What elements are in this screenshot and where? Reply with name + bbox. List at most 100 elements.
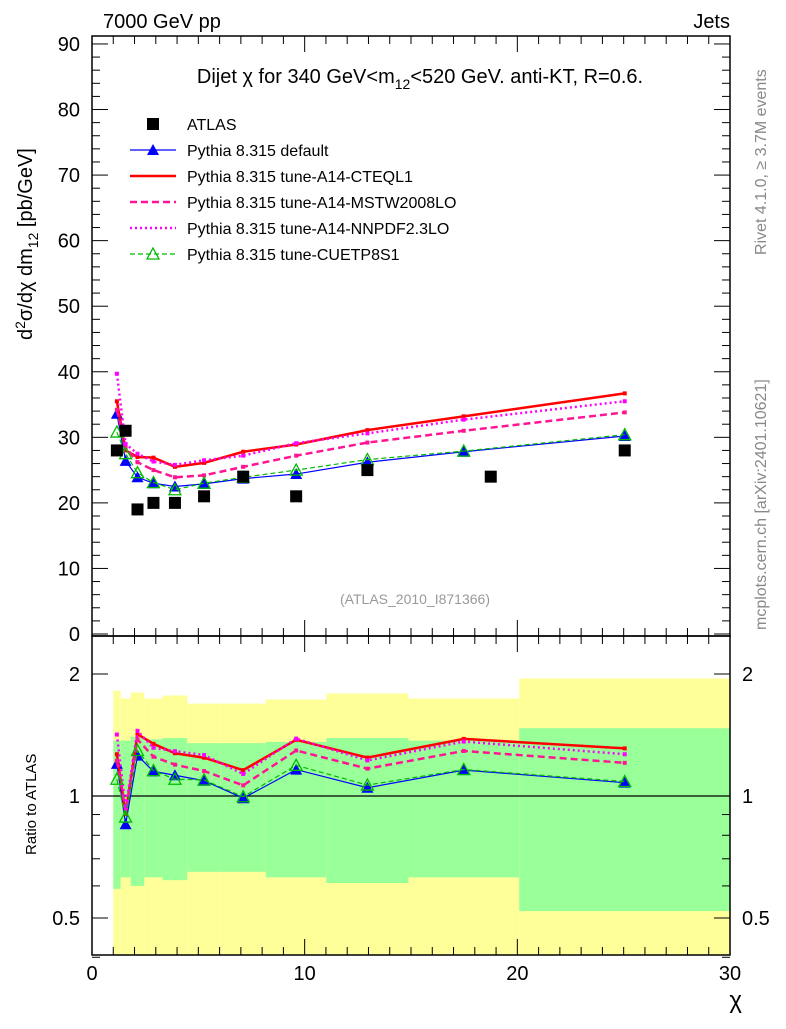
point-cteql1 xyxy=(114,399,119,404)
legend-label: Pythia 8.315 default xyxy=(187,143,329,160)
ratio-point-default xyxy=(290,763,303,775)
legend-item-atlas: ATLAS xyxy=(147,117,237,134)
ratio-point-cuetp xyxy=(617,774,632,788)
point-cteql1 xyxy=(135,454,140,459)
point-nnpdf xyxy=(135,451,140,456)
ratio-point-mstw xyxy=(202,769,207,774)
ratio-point-mstw xyxy=(294,748,299,753)
line-cuetp xyxy=(116,431,625,491)
legend: ATLAS Pythia 8.315 default Pythia 8.315 tu… xyxy=(130,117,456,264)
series-nnpdf xyxy=(114,371,627,467)
line-nnpdf xyxy=(115,373,625,467)
ratio-point-mstw xyxy=(151,754,156,759)
ratio-series-nnpdf xyxy=(114,728,627,810)
ratio-point-default xyxy=(618,776,631,788)
legend-label: Pythia 8.315 tune-A14-NNPDF2.3LO xyxy=(187,221,449,238)
point-nnpdf xyxy=(202,458,207,463)
series-cteql1 xyxy=(114,391,627,469)
legend-label: Pythia 8.315 tune-A14-MSTW2008LO xyxy=(187,195,456,212)
ratio-point-cteql1 xyxy=(461,736,466,741)
band-stat xyxy=(265,741,327,878)
ratio-point-nnpdf xyxy=(241,771,246,776)
x-tick-label: 20 xyxy=(506,963,528,985)
legend-item-default: Pythia 8.315 default xyxy=(130,143,329,160)
point-atlas xyxy=(237,470,250,483)
ratio-point-cuetp xyxy=(236,789,251,803)
y-tick-label: 90 xyxy=(58,34,80,56)
legend-label: ATLAS xyxy=(187,117,237,134)
point-cuetp xyxy=(617,427,632,441)
y-tick-label: 60 xyxy=(58,231,80,253)
ratio-point-nnpdf xyxy=(461,739,466,744)
ratio-y-tick-label-right: 1 xyxy=(742,786,753,808)
point-cuetp xyxy=(456,443,471,457)
ratio-y-axis-label: Ratio to ATLAS xyxy=(23,754,40,855)
point-cuetp xyxy=(130,465,145,479)
ratio-series xyxy=(109,728,632,830)
point-mstw xyxy=(135,460,140,465)
legend-marker xyxy=(145,246,161,260)
point-cuetp xyxy=(289,462,304,476)
legend-item-mstw: Pythia 8.315 tune-A14-MSTW2008LO xyxy=(130,195,456,212)
y-tick-label: 30 xyxy=(58,427,80,449)
band-stat xyxy=(144,739,163,878)
ratio-y-tick-label-right: 2 xyxy=(742,664,753,686)
watermark: (ATLAS_2010_I871366) xyxy=(340,591,490,607)
line-cteql1 xyxy=(115,392,625,469)
ratio-point-nnpdf xyxy=(294,736,299,741)
point-mstw xyxy=(461,428,466,433)
point-mstw xyxy=(622,410,627,415)
point-mstw xyxy=(365,440,370,445)
main-series xyxy=(109,371,632,516)
y-tick-label: 10 xyxy=(58,558,80,580)
ratio-point-cteql1 xyxy=(172,751,177,756)
header-left: 7000 GeV pp xyxy=(103,11,221,33)
ratio-point-default xyxy=(237,792,250,804)
point-atlas xyxy=(119,424,132,437)
ratio-point-nnpdf xyxy=(202,753,207,758)
ratio-point-cteql1 xyxy=(202,755,207,760)
point-nnpdf xyxy=(294,441,299,446)
point-mstw xyxy=(241,464,246,469)
ratio-point-cuetp xyxy=(360,777,375,791)
ratio-point-cuetp xyxy=(146,763,161,777)
ratio-point-nnpdf xyxy=(622,752,627,757)
chart-title: Dijet χ for 340 GeV<m12<520 GeV. anti-KT… xyxy=(197,66,643,92)
point-cuetp xyxy=(146,475,161,489)
y-tick-label: 70 xyxy=(58,165,80,187)
header-right: Jets xyxy=(693,11,730,33)
y-tick-label: 80 xyxy=(58,100,80,122)
legend-label: Pythia 8.315 tune-CUETP8S1 xyxy=(187,247,400,264)
ratio-point-mstw xyxy=(114,758,119,763)
series-default xyxy=(110,407,631,492)
ratio-point-cteql1 xyxy=(151,741,156,746)
ratio-point-cuetp xyxy=(167,771,183,785)
point-nnpdf xyxy=(151,459,156,464)
legend-label: Pythia 8.315 tune-A14-CTEQL1 xyxy=(187,169,413,186)
point-default xyxy=(131,471,144,483)
ratio-point-cuetp xyxy=(118,809,133,823)
point-mstw xyxy=(172,475,177,480)
ratio-point-cuetp xyxy=(456,762,471,776)
point-cteql1 xyxy=(365,428,370,433)
ratio-point-mstw xyxy=(461,748,466,753)
point-cuetp xyxy=(196,475,212,489)
point-atlas xyxy=(618,444,631,457)
ratio-point-cteql1 xyxy=(622,746,627,751)
ratio-series-cuetp xyxy=(109,743,632,823)
ratio-point-cteql1 xyxy=(114,752,119,757)
ratio-y-tick-label-right: 0.5 xyxy=(742,908,770,930)
band-stat xyxy=(162,738,188,881)
point-mstw xyxy=(294,453,299,458)
ratio-y-tick-label: 0.5 xyxy=(52,908,80,930)
band-stat xyxy=(408,740,520,878)
ratio-point-nnpdf xyxy=(114,732,119,737)
point-nnpdf xyxy=(365,431,370,436)
x-tick-label: 30 xyxy=(719,963,741,985)
series-cuetp xyxy=(109,424,632,496)
legend-marker xyxy=(147,118,159,130)
ratio-point-mstw xyxy=(365,766,370,771)
band-stat xyxy=(113,740,121,889)
ratio-point-default xyxy=(119,818,132,830)
